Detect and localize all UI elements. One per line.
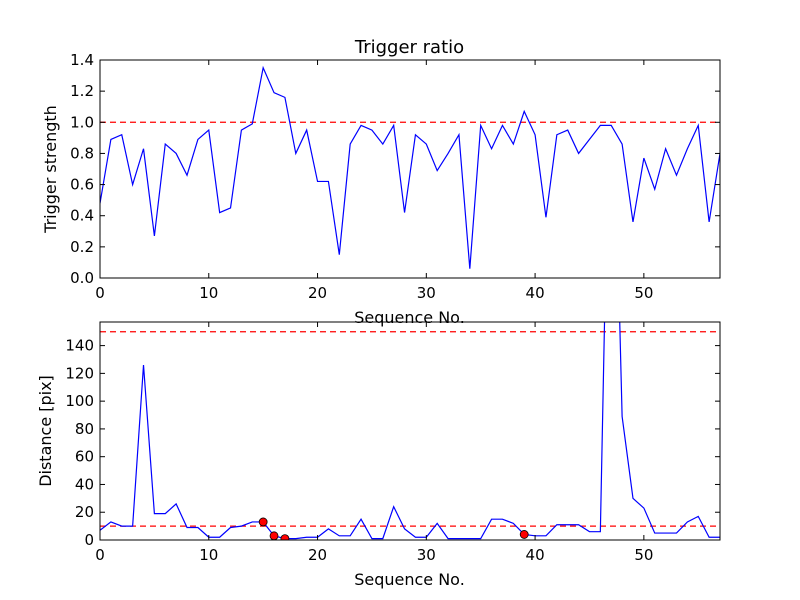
trigger-y-tick-label: 1.2 bbox=[70, 82, 94, 100]
trigger-y-tick-label: 0.0 bbox=[70, 269, 94, 287]
distance-y-tick-label: 120 bbox=[65, 364, 94, 382]
distance-y-tick-label: 0 bbox=[84, 531, 94, 549]
distance-x-tick-label: 40 bbox=[526, 546, 545, 564]
trigger-y-tick-label: 0.6 bbox=[70, 176, 94, 194]
trigger-x-tick-label: 40 bbox=[526, 284, 545, 302]
distance-marks bbox=[100, 322, 720, 540]
trigger-x-tick-label: 30 bbox=[417, 284, 436, 302]
trigger-x-tick-label: 20 bbox=[308, 284, 327, 302]
distance-y-tick-label: 40 bbox=[75, 475, 94, 493]
distance-highlight-point bbox=[280, 534, 290, 540]
trigger-y-tick-label: 0.8 bbox=[70, 144, 94, 162]
distance-panel: 0 10 20 30 40 50 0 20 40 60 80 100 120 140 Sequence N… bbox=[36, 321, 721, 589]
trigger-y-tick-label: 0.4 bbox=[70, 207, 94, 225]
trigger-plot-frame bbox=[99, 59, 721, 279]
distance-y-tick-label: 140 bbox=[65, 337, 94, 355]
distance-x-tick-label: 50 bbox=[634, 546, 653, 564]
trigger-x-tick-label: 50 bbox=[634, 284, 653, 302]
distance-x-tick-label: 10 bbox=[199, 546, 218, 564]
distance-y-axis-label: Distance [pix] bbox=[36, 375, 55, 487]
distance-plot-area bbox=[100, 322, 720, 540]
distance-y-tick-label: 20 bbox=[75, 503, 94, 521]
trigger-y-tick-label: 0.2 bbox=[70, 238, 94, 256]
distance-x-axis-label: Sequence No. bbox=[354, 570, 465, 589]
distance-series-line bbox=[100, 322, 720, 540]
trigger-x-tick-label: 0 bbox=[95, 284, 105, 302]
distance-plot-frame bbox=[99, 321, 721, 541]
distance-y-tick-label: 60 bbox=[75, 448, 94, 466]
distance-x-tick-label: 30 bbox=[417, 546, 436, 564]
distance-highlight-point bbox=[258, 517, 268, 527]
chart-title: Trigger ratio bbox=[354, 37, 464, 58]
trigger-x-axis-label: Sequence No. bbox=[354, 308, 465, 327]
trigger-strength-marks bbox=[100, 65, 720, 269]
distance-highlight-point bbox=[519, 530, 529, 539]
distance-x-tick-label: 0 bbox=[95, 546, 105, 564]
trigger-series-line bbox=[100, 65, 720, 269]
distance-highlight-point bbox=[269, 531, 279, 540]
distance-y-tick-label: 80 bbox=[75, 420, 94, 438]
trigger-plot-area bbox=[100, 65, 720, 269]
trigger-y-axis-label: Trigger strength bbox=[41, 105, 60, 234]
distance-axis-ticks: 0 10 20 30 40 50 0 20 40 60 80 100 120 140 bbox=[65, 322, 720, 564]
distance-y-tick-label: 100 bbox=[65, 392, 94, 410]
trigger-axis-ticks: 0 10 20 30 40 50 0.0 0.2 0.4 0.6 0.8 1.0 1.2 1.4 bbox=[70, 51, 720, 302]
trigger-y-tick-label: 1.4 bbox=[70, 51, 94, 69]
trigger-x-tick-label: 10 bbox=[199, 284, 218, 302]
trigger-y-tick-label: 1.0 bbox=[70, 113, 94, 131]
distance-x-tick-label: 20 bbox=[308, 546, 327, 564]
